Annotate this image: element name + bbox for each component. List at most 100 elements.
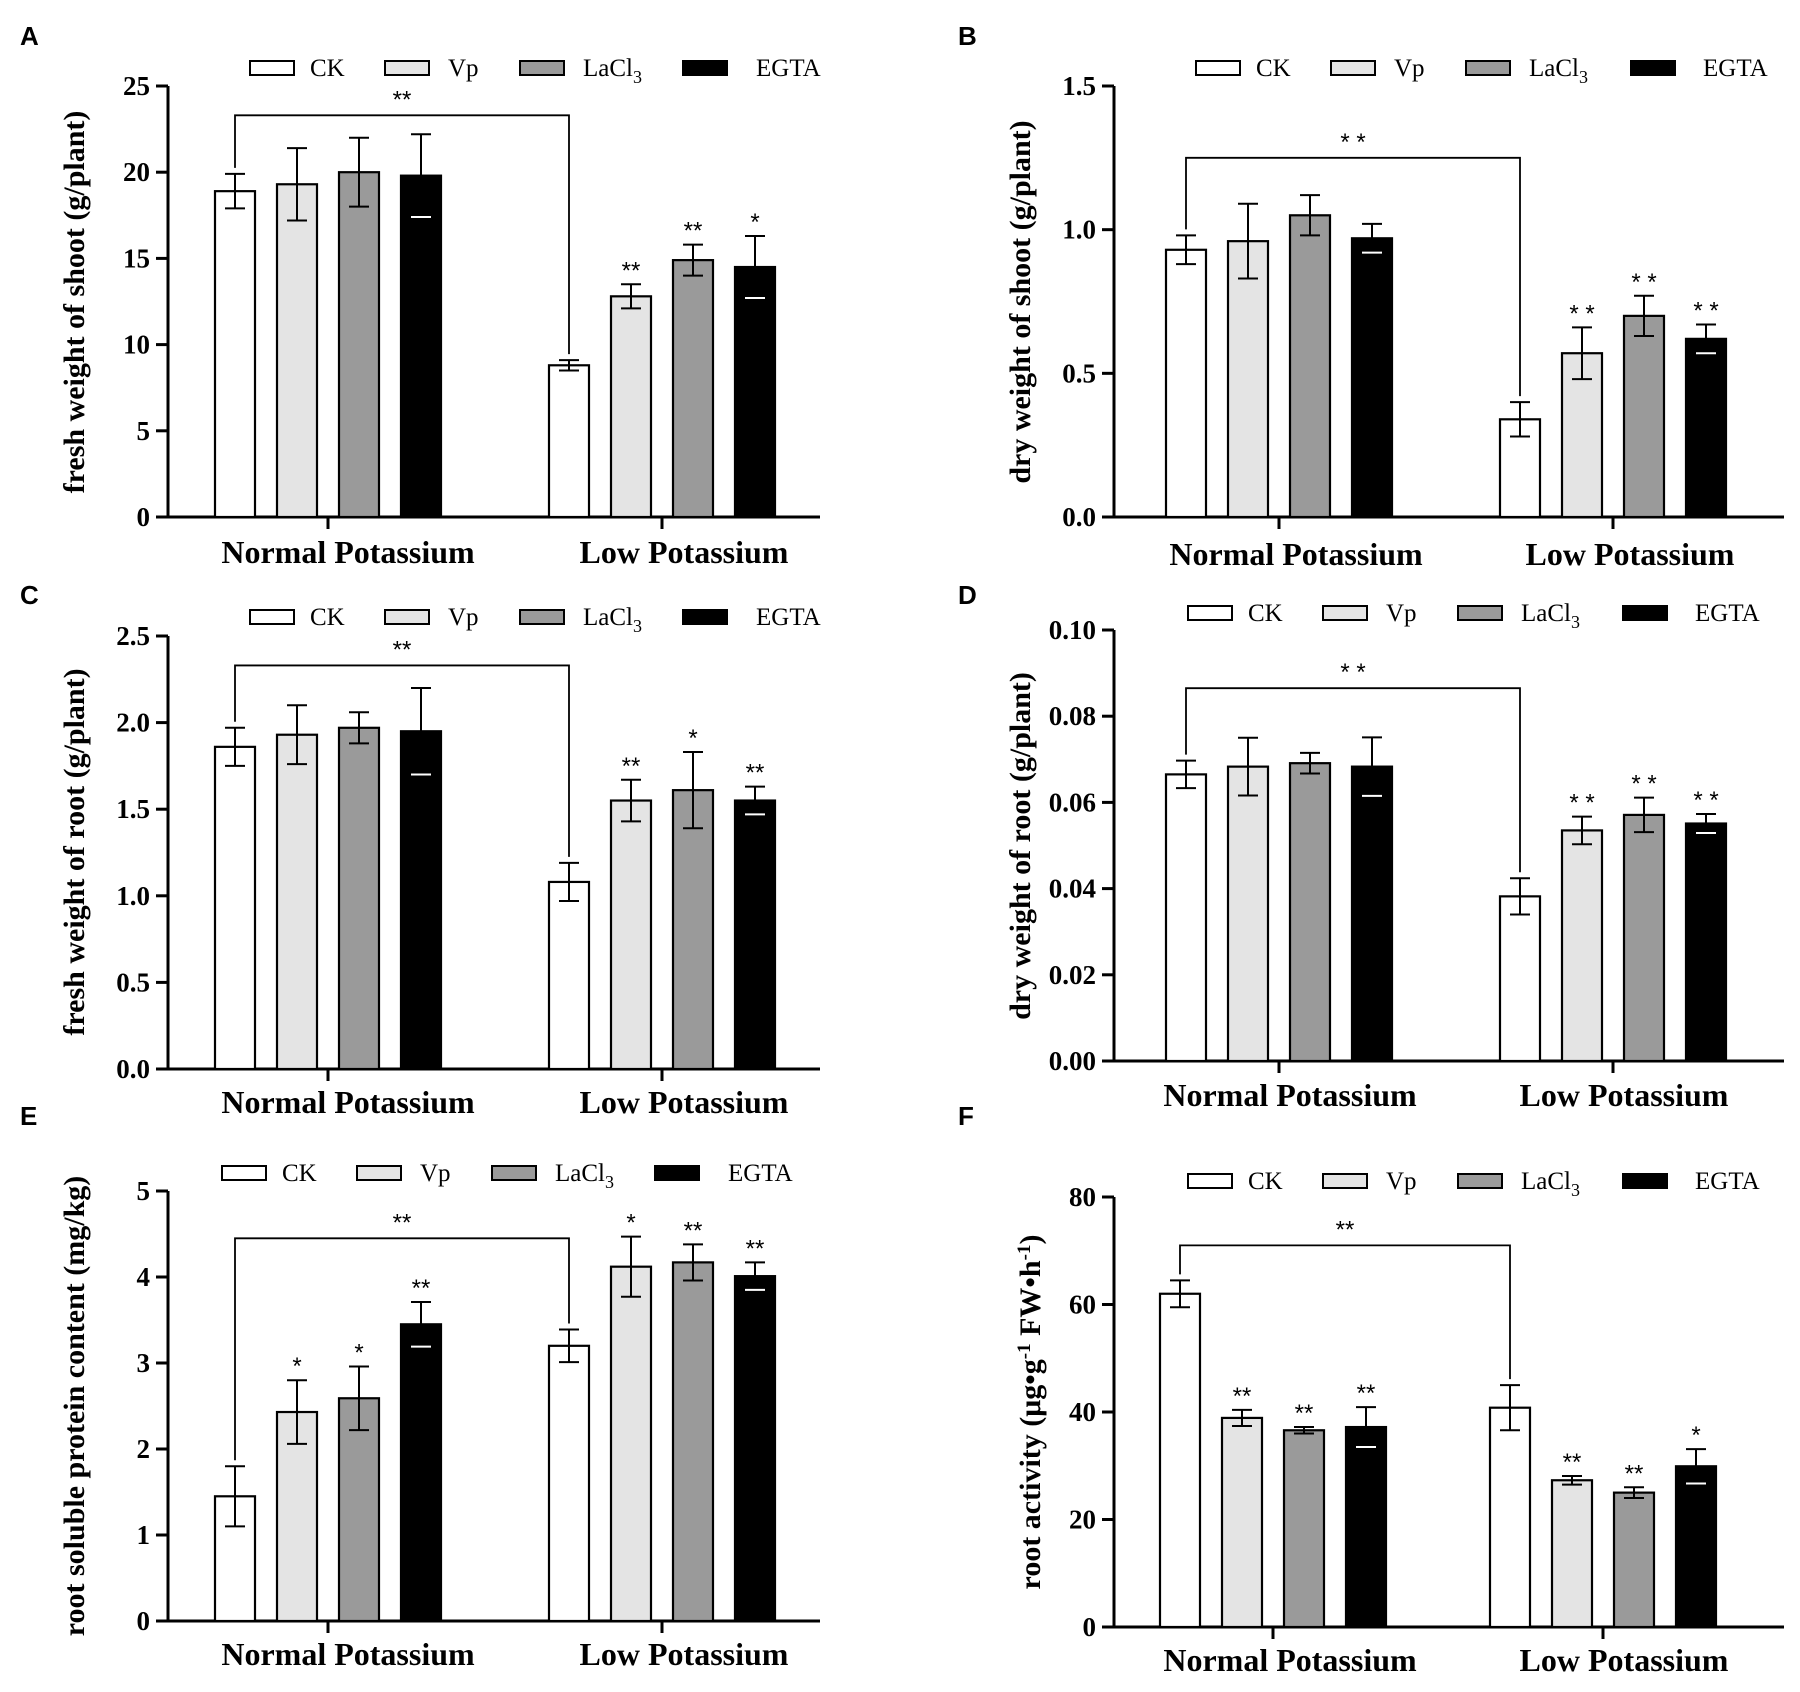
error-bar xyxy=(559,1328,579,1364)
legend-swatch-LaCl3 xyxy=(1457,1173,1503,1189)
x-category-label: Normal Potassium xyxy=(221,534,475,570)
legend-text: LaCl xyxy=(1521,600,1571,627)
error-bar xyxy=(745,1261,765,1291)
panel-letter: A xyxy=(20,21,39,51)
legend-text: EGTA xyxy=(728,1160,793,1187)
legend-text: Vp xyxy=(1394,55,1425,82)
bar-EGTA-1 xyxy=(733,1275,777,1623)
significance-label: ** xyxy=(1295,1400,1314,1427)
y-tick-label: 5 xyxy=(137,1176,151,1206)
significance-bracket xyxy=(1185,687,1521,873)
x-category-label: Normal Potassium xyxy=(221,1636,475,1672)
error-bar xyxy=(1572,815,1592,846)
legend-text: CK xyxy=(1256,55,1291,82)
bracket-label: ** xyxy=(1336,1216,1355,1243)
bar-CK-1 xyxy=(1498,895,1542,1063)
error-bar xyxy=(745,785,765,816)
y-tick-label: 2 xyxy=(137,1434,151,1464)
significance-label: * xyxy=(1691,1422,1700,1449)
error-bar xyxy=(1572,326,1592,381)
significance-label: * * xyxy=(1631,269,1656,296)
y-tick-label: 0 xyxy=(1083,1612,1097,1642)
panel-letter: E xyxy=(20,1101,37,1131)
significance-label: ** xyxy=(746,1235,765,1262)
legend-text: LaCl xyxy=(1521,1168,1571,1195)
legend-subscript: 3 xyxy=(1571,612,1580,632)
bracket-label: ** xyxy=(393,636,412,663)
legend-text: Vp xyxy=(448,55,479,82)
error-bar xyxy=(225,172,245,210)
y-axis-label-part: FW•h xyxy=(1014,1260,1047,1343)
significance-bracket xyxy=(234,1237,570,1461)
legend-text: EGTA xyxy=(1703,55,1768,82)
bar-LaCl3-1 xyxy=(671,259,715,519)
bar-LaCl3-0 xyxy=(337,726,381,1071)
y-axis-label: root activity (μg•g-1 FW•h-1) xyxy=(1014,1235,1048,1590)
legend: CK Vp LaCl3 EGTA xyxy=(1187,600,1760,632)
significance-label: ** xyxy=(1563,1449,1582,1476)
bar-CK-1 xyxy=(547,1344,591,1623)
legend-label-EGTA: EGTA xyxy=(1695,1168,1760,1195)
error-bar xyxy=(1300,751,1320,775)
error-bar xyxy=(1176,234,1196,266)
bar-Vp-1 xyxy=(609,1265,653,1623)
bar-Vp-0 xyxy=(275,183,319,519)
significance-label: ** xyxy=(684,218,703,245)
y-tick-label: 80 xyxy=(1069,1182,1096,1212)
error-bar xyxy=(621,283,641,310)
x-category-label: Low Potassium xyxy=(1526,536,1735,572)
bar-EGTA-0 xyxy=(1344,1425,1388,1629)
legend-text: LaCl xyxy=(583,604,633,631)
legend-text: EGTA xyxy=(1695,1168,1760,1195)
bar-Vp-1 xyxy=(609,295,653,519)
legend: CK Vp LaCl3 EGTA xyxy=(249,604,821,636)
bar-EGTA-0 xyxy=(399,174,443,519)
y-tick-label: 0.00 xyxy=(1049,1046,1096,1076)
error-bar xyxy=(1176,759,1196,790)
x-category-label: Low Potassium xyxy=(1520,1077,1729,1113)
error-bar xyxy=(1294,1426,1314,1435)
legend-swatch-Vp xyxy=(1330,60,1376,76)
bar-CK-1 xyxy=(547,364,591,519)
legend-swatch-LaCl3 xyxy=(519,609,565,625)
y-axis-label: fresh weight of shoot (g/plant) xyxy=(58,111,91,494)
legend-text: LaCl xyxy=(555,1160,605,1187)
legend-label-LaCl3: LaCl3 xyxy=(1521,600,1580,632)
y-tick-label: 1.5 xyxy=(1062,71,1096,101)
legend-text: EGTA xyxy=(756,604,821,631)
error-bar xyxy=(411,1300,431,1348)
error-bar xyxy=(287,147,307,222)
error-bar xyxy=(1624,1486,1644,1499)
x-category-label: Low Potassium xyxy=(1520,1642,1729,1678)
legend: CK Vp LaCl3 EGTA xyxy=(221,1160,793,1192)
legend-label-LaCl3: LaCl3 xyxy=(583,55,642,87)
significance-label: * xyxy=(626,1210,635,1237)
y-tick-label: 1.0 xyxy=(116,881,150,911)
error-bar xyxy=(225,1465,245,1528)
legend-label-CK: CK xyxy=(1248,600,1283,627)
legend-swatch-Vp xyxy=(384,60,430,76)
y-tick-label: 0.0 xyxy=(1062,502,1096,532)
legend-text: LaCl xyxy=(583,55,633,82)
error-bar xyxy=(411,133,431,219)
significance-label: * * xyxy=(1693,297,1718,324)
legend-swatch-EGTA xyxy=(1630,60,1676,76)
y-tick-label: 25 xyxy=(123,71,150,101)
significance-bracket xyxy=(234,664,570,857)
y-tick-label: 20 xyxy=(123,157,150,187)
y-axis-label-part: ) xyxy=(1014,1235,1047,1245)
bar-Vp-1 xyxy=(1550,1479,1594,1629)
significance-label: ** xyxy=(622,257,641,284)
legend: CK Vp LaCl3 EGTA xyxy=(1187,1168,1760,1200)
bar-LaCl3-0 xyxy=(337,171,381,519)
legend-swatch-CK xyxy=(249,609,295,625)
y-tick-label: 0.5 xyxy=(116,967,150,997)
x-category-label: Low Potassium xyxy=(580,1084,789,1120)
y-axis-label-part: root activity (μg•g xyxy=(1014,1359,1047,1589)
legend-swatch-CK xyxy=(1195,60,1241,76)
legend-text: CK xyxy=(310,55,345,82)
y-tick-label: 2.5 xyxy=(116,621,150,651)
